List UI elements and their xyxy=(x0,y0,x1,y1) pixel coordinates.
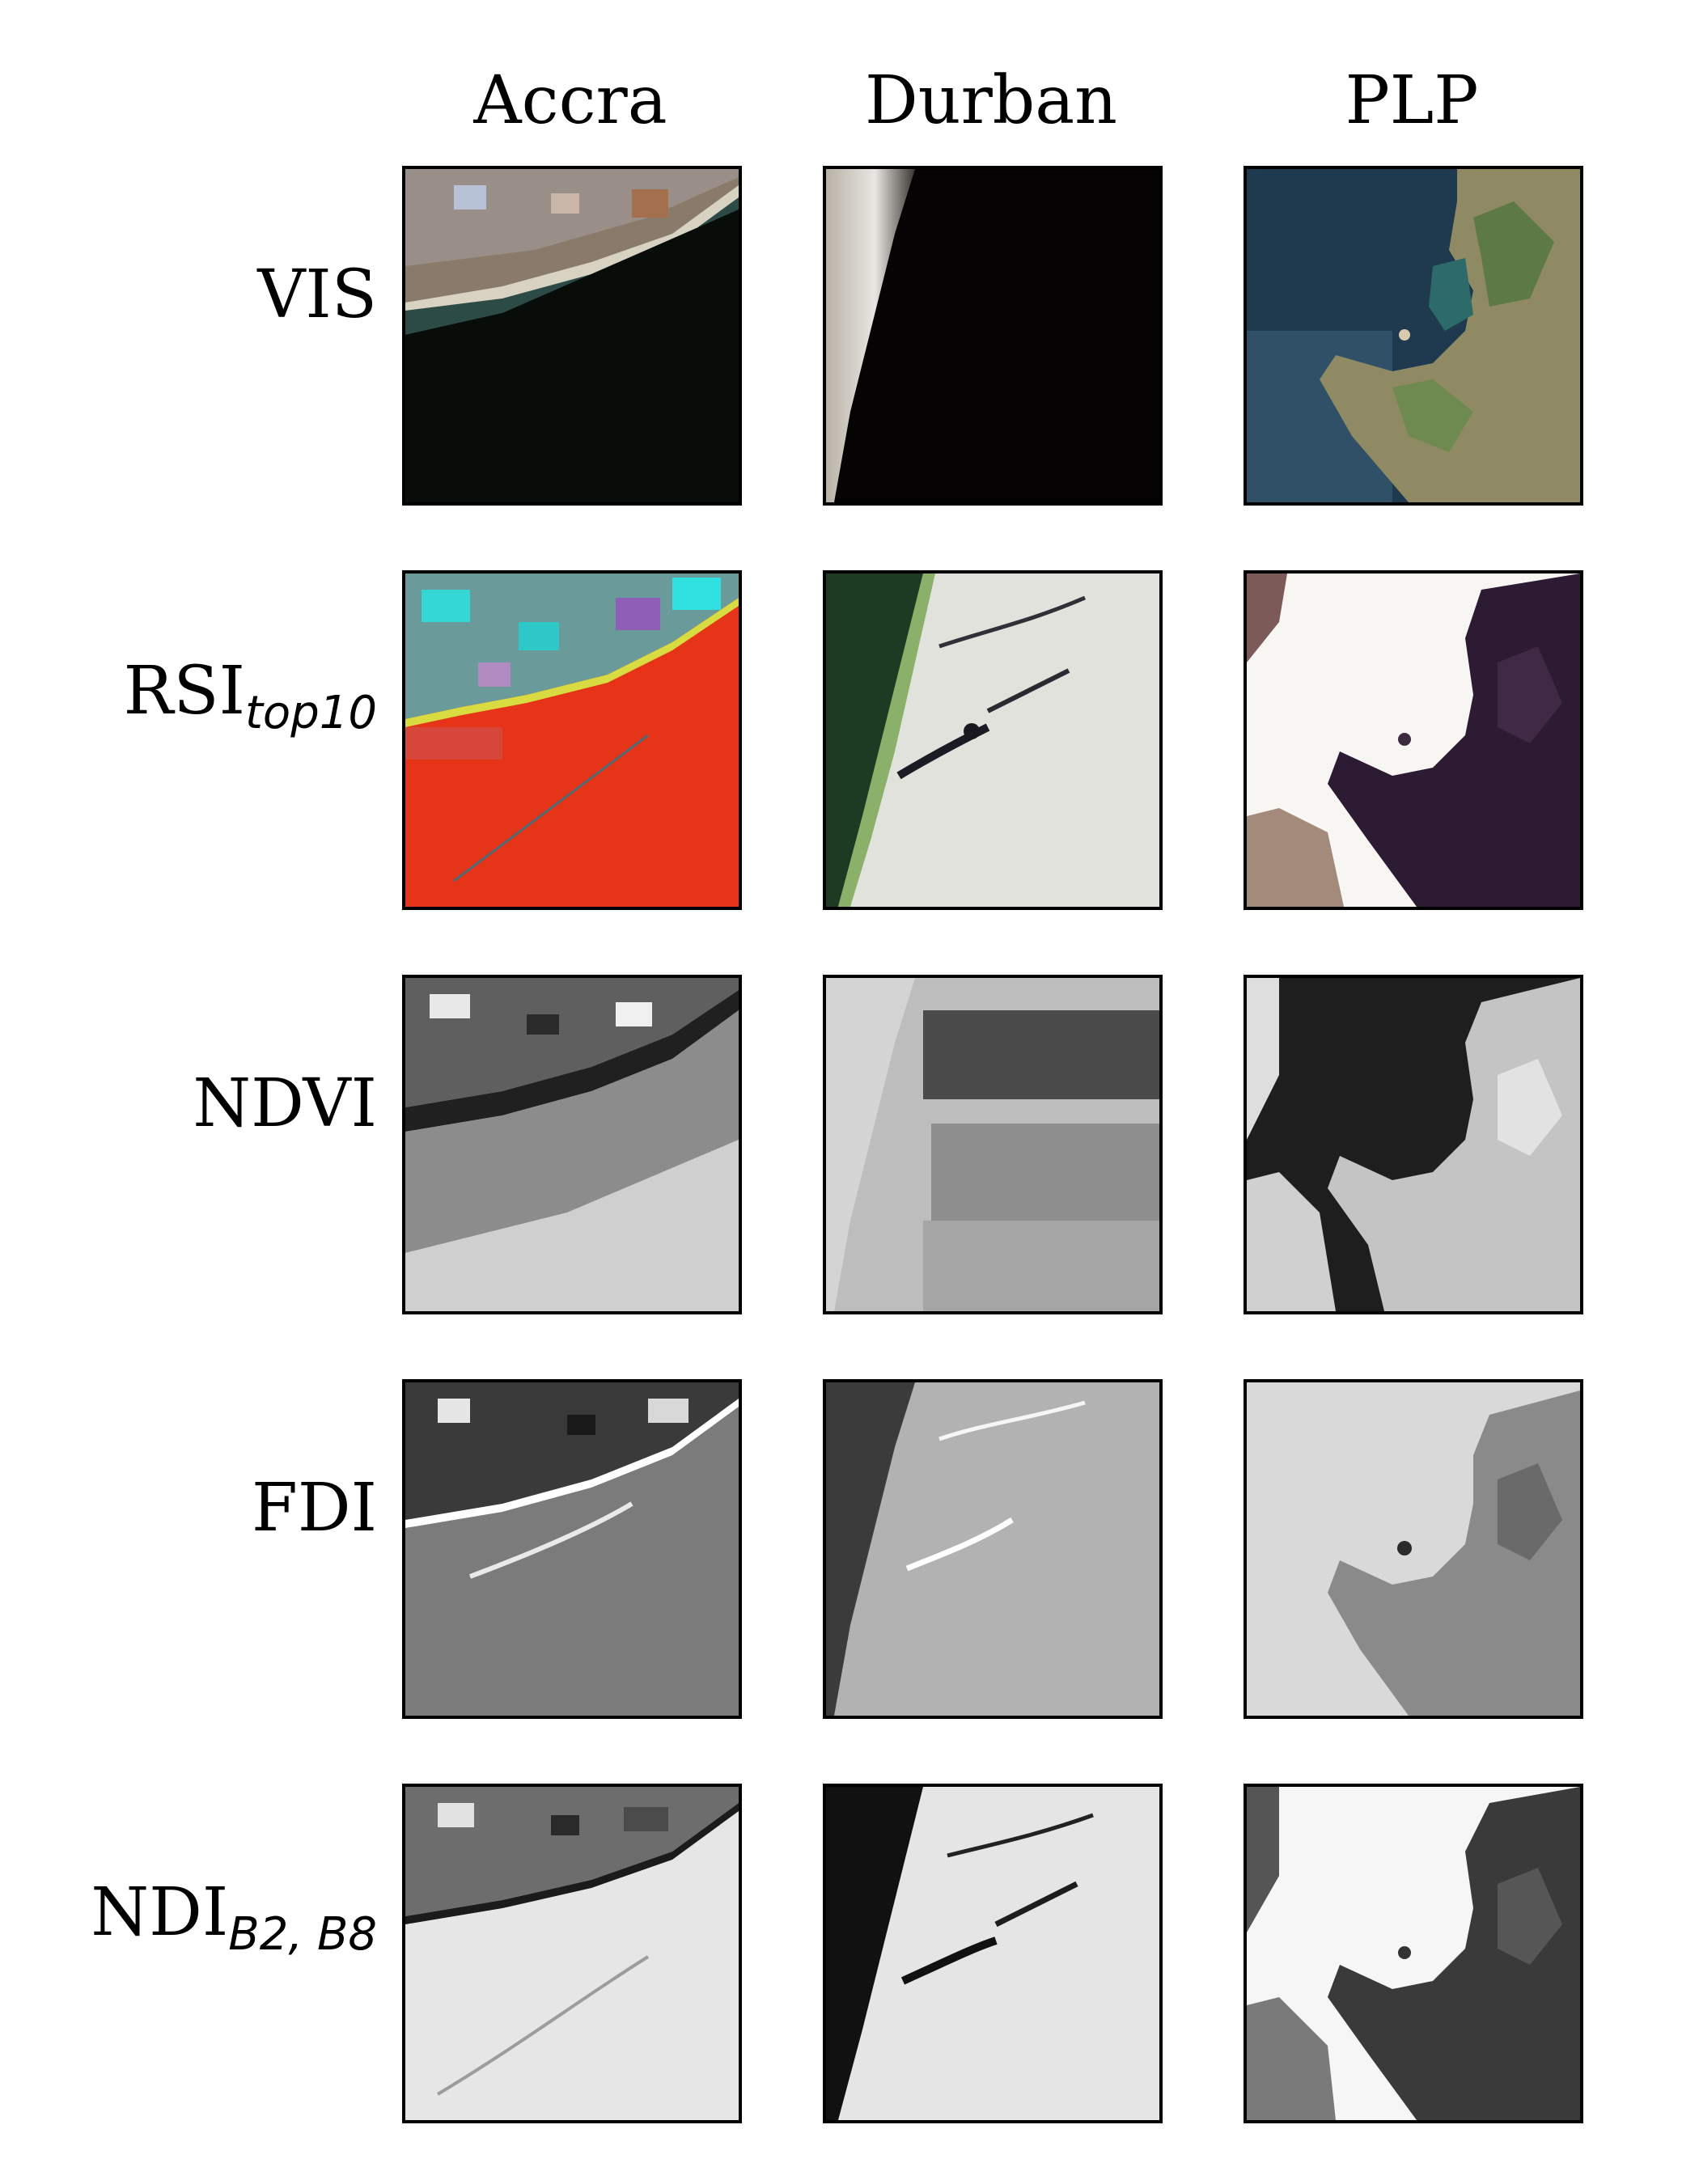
tile-ndvi-accra xyxy=(402,975,742,1314)
tile-ndvi-durban xyxy=(823,975,1163,1314)
column-header-durban: Durban xyxy=(865,62,1117,139)
column-header-accra: Accra xyxy=(473,62,667,139)
tile-vis-plp xyxy=(1244,166,1583,506)
row-label-text: NDI xyxy=(91,1874,229,1951)
tile-ndi-durban xyxy=(823,1784,1163,2123)
tile-rsi-plp xyxy=(1244,570,1583,910)
tile-rsi-accra xyxy=(402,570,742,910)
row-label-text: FDI xyxy=(251,1470,377,1547)
row-label-text: NDVI xyxy=(193,1065,377,1142)
tile-ndi-accra xyxy=(402,1784,742,2123)
row-label-text: VIS xyxy=(257,256,377,333)
row-label-text: RSI xyxy=(123,653,245,730)
tile-vis-durban xyxy=(823,166,1163,506)
tile-ndvi-plp xyxy=(1244,975,1583,1314)
tile-fdi-accra xyxy=(402,1379,742,1719)
tile-ndi-plp xyxy=(1244,1784,1583,2123)
row-label-subscript: top10 xyxy=(244,687,377,739)
row-label-vis: VIS xyxy=(5,255,377,336)
tile-fdi-durban xyxy=(823,1379,1163,1719)
tile-rsi-durban xyxy=(823,570,1163,910)
row-label-rsi: RSItop10 xyxy=(5,651,377,739)
row-label-ndi: NDIB2, B8 xyxy=(5,1873,377,1961)
column-header-plp: PLP xyxy=(1345,62,1479,139)
row-label-ndvi: NDVI xyxy=(5,1064,377,1145)
tile-fdi-plp xyxy=(1244,1379,1583,1719)
row-label-subscript: B2, B8 xyxy=(228,1908,377,1961)
row-label-fdi: FDI xyxy=(5,1468,377,1549)
tile-vis-accra xyxy=(402,166,742,506)
